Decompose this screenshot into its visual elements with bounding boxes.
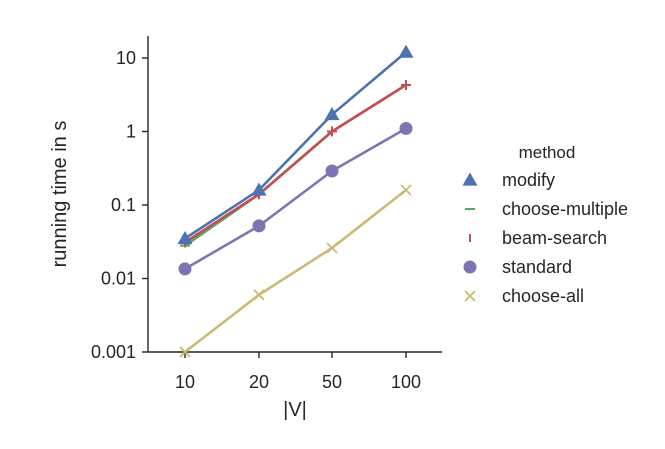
data-point-modify	[177, 231, 193, 245]
data-point-modify	[324, 107, 340, 121]
data-point-choose-all	[179, 346, 191, 358]
legend-label-choose-multiple: choose-multiple	[502, 199, 628, 219]
series-line-modify	[184, 51, 407, 240]
legend-item-standard: standard	[463, 257, 572, 277]
data-point-modify	[398, 44, 414, 58]
legend-title: method	[519, 143, 576, 162]
series-line-standard	[184, 127, 407, 271]
legend-marker-standard	[463, 260, 477, 274]
y-tick-label: 0.01	[101, 269, 136, 289]
legend-label-beam-search: beam-search	[502, 228, 607, 248]
x-axis-title: |V|	[283, 399, 307, 421]
series-beam-search	[180, 79, 411, 248]
legend-label-choose-all: choose-all	[502, 286, 584, 306]
x-marker-b	[326, 242, 338, 254]
y-axis-title: running time in s	[49, 121, 71, 268]
series-choose-all	[179, 184, 412, 358]
data-point-modify	[251, 182, 267, 196]
data-point-beam-search	[401, 79, 411, 90]
series-line-beam-search	[184, 83, 407, 244]
legend-item-choose-all: choose-all	[464, 286, 584, 306]
legend-marker-modify	[462, 172, 478, 186]
data-point-choose-all	[400, 184, 412, 196]
y-tick-label: 0.1	[111, 195, 136, 215]
legend-marker-choose-all	[464, 290, 476, 302]
series-line-choose-all	[184, 188, 407, 354]
x-marker-b	[400, 184, 412, 196]
legend-label-modify: modify	[502, 170, 555, 190]
data-point-standard	[178, 262, 192, 276]
y-tick-label: 0.001	[91, 342, 136, 362]
legend-item-modify: modify	[462, 170, 555, 190]
x-marker-b	[253, 289, 265, 301]
series-group	[177, 44, 414, 358]
series-standard	[178, 121, 413, 276]
legend-item-choose-multiple: choose-multiple	[465, 199, 628, 219]
x-tick-label: 100	[391, 372, 421, 392]
y-tick-label: 10	[116, 48, 136, 68]
legend: method modify choose-multiple beam-search s…	[462, 143, 628, 306]
x-tick-label: 50	[322, 372, 342, 392]
x-marker-b	[464, 290, 476, 302]
legend-label-standard: standard	[502, 257, 572, 277]
x-ticks: 10 20 50 100	[175, 352, 421, 392]
data-point-choose-all	[326, 242, 338, 254]
x-tick-label: 20	[249, 372, 269, 392]
legend-item-beam-search: beam-search	[469, 228, 607, 248]
y-tick-label: 1	[126, 122, 136, 142]
series-choose-multiple	[180, 83, 411, 247]
axes	[147, 36, 442, 353]
y-ticks: 0.001 0.01 0.1 1 10	[91, 48, 148, 362]
x-tick-label: 10	[175, 372, 195, 392]
data-point-beam-search	[327, 126, 337, 137]
x-marker-b	[179, 346, 191, 358]
data-point-standard	[325, 164, 339, 178]
data-point-standard	[399, 121, 413, 135]
data-point-choose-all	[253, 289, 265, 301]
data-point-standard	[252, 219, 266, 233]
series-modify	[177, 44, 414, 245]
